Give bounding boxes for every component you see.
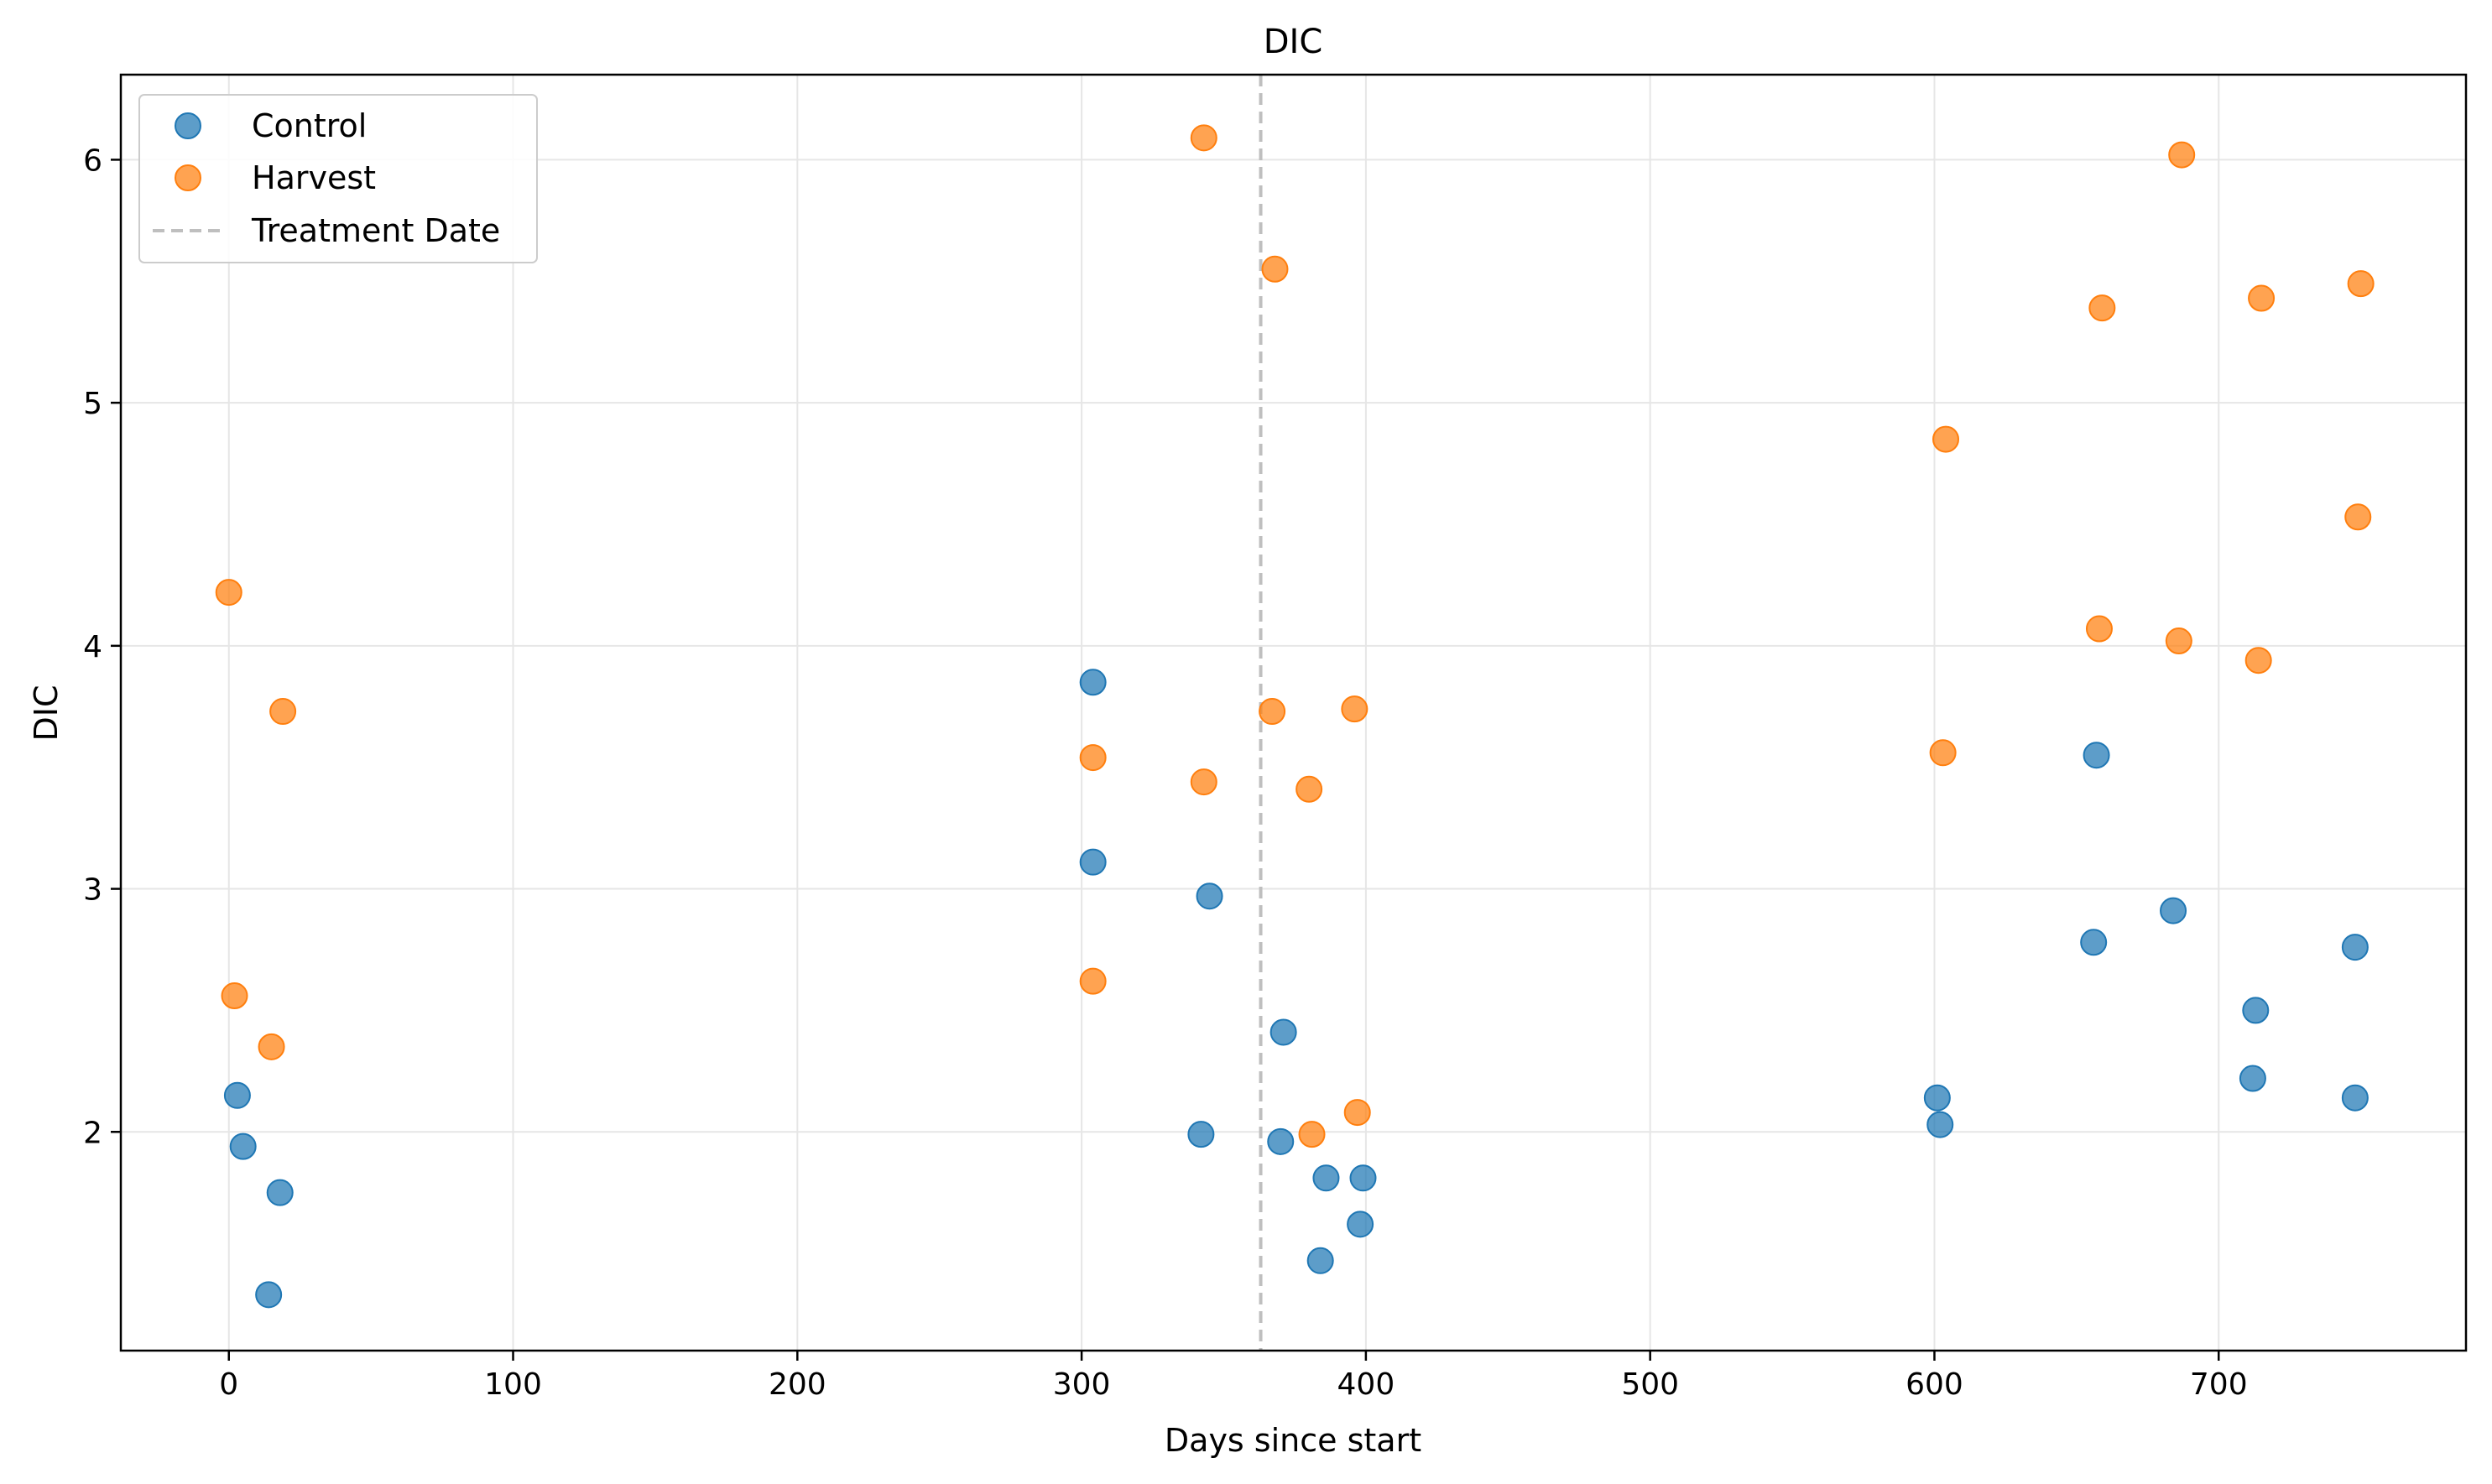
x-tick-label: 600 bbox=[1905, 1367, 1963, 1402]
harvest-point bbox=[258, 1033, 285, 1060]
data-points bbox=[215, 124, 2375, 1309]
legend-label-control: Control bbox=[252, 107, 367, 144]
harvest-point bbox=[2168, 141, 2196, 169]
legend-marker-harvest bbox=[175, 164, 201, 191]
control-point bbox=[1267, 1127, 1295, 1155]
x-tick-label: 100 bbox=[484, 1367, 542, 1402]
harvest-point bbox=[215, 579, 242, 607]
control-point bbox=[1079, 848, 1107, 876]
control-point bbox=[1187, 1121, 1215, 1148]
axis-ticks: 0 100 200 300 400 500 600 700 2 3 4 5 6 bbox=[83, 143, 2248, 1402]
x-tick-label: 300 bbox=[1053, 1367, 1111, 1402]
legend-label-harvest: Harvest bbox=[252, 159, 376, 196]
harvest-point bbox=[221, 982, 248, 1010]
control-point bbox=[2080, 929, 2108, 956]
control-point bbox=[1079, 669, 1107, 696]
harvest-point bbox=[1343, 1099, 1371, 1127]
control-point bbox=[1347, 1211, 1374, 1238]
control-point bbox=[1926, 1111, 1954, 1138]
control-point bbox=[1923, 1084, 1951, 1112]
x-tick-label: 0 bbox=[219, 1367, 238, 1402]
control-point bbox=[2160, 897, 2187, 924]
harvest-point bbox=[2165, 627, 2192, 655]
control-point bbox=[1196, 883, 1223, 910]
harvest-point bbox=[1261, 255, 1289, 283]
control-point bbox=[1269, 1018, 1297, 1046]
plot-frame bbox=[119, 73, 2468, 1352]
y-tick-label: 4 bbox=[83, 630, 102, 664]
legend: Control Harvest Treatment Date bbox=[138, 94, 538, 263]
control-point bbox=[229, 1133, 257, 1160]
harvest-point bbox=[2088, 294, 2116, 322]
harvest-point bbox=[1341, 695, 1369, 723]
harvest-point bbox=[2248, 284, 2276, 312]
harvest-point bbox=[2347, 270, 2375, 298]
harvest-point bbox=[2085, 615, 2113, 643]
control-point bbox=[2341, 934, 2369, 961]
legend-marker-control bbox=[175, 112, 201, 139]
control-point bbox=[1349, 1164, 1377, 1192]
y-tick-label: 6 bbox=[83, 143, 102, 178]
harvest-point bbox=[1259, 698, 1286, 726]
x-tick-label: 400 bbox=[1337, 1367, 1395, 1402]
y-tick-label: 3 bbox=[83, 873, 102, 908]
harvest-point bbox=[1298, 1121, 1326, 1148]
harvest-point bbox=[1929, 739, 1957, 767]
control-point bbox=[266, 1179, 294, 1206]
harvest-point bbox=[269, 698, 297, 726]
x-axis-label: Days since start bbox=[1165, 1422, 1421, 1459]
harvest-point bbox=[1079, 967, 1107, 995]
harvest-point bbox=[2344, 503, 2372, 531]
y-tick-label: 2 bbox=[83, 1116, 102, 1150]
y-tick-label: 5 bbox=[83, 387, 102, 421]
harvest-point bbox=[2244, 647, 2272, 674]
harvest-point bbox=[1296, 775, 1323, 803]
legend-box bbox=[138, 94, 538, 263]
control-point bbox=[1306, 1247, 1334, 1274]
harvest-point bbox=[1932, 425, 1960, 453]
grid-lines bbox=[121, 75, 2466, 1351]
legend-label-treatment-date: Treatment Date bbox=[251, 212, 500, 249]
harvest-point bbox=[1190, 768, 1217, 796]
control-point bbox=[2341, 1084, 2369, 1112]
y-axis-label: DIC bbox=[28, 685, 65, 741]
chart-title: DIC bbox=[1264, 23, 1323, 61]
x-tick-label: 700 bbox=[2190, 1367, 2248, 1402]
control-point bbox=[255, 1281, 283, 1309]
harvest-point bbox=[1190, 124, 1217, 152]
control-point bbox=[1312, 1164, 1340, 1192]
control-point bbox=[2242, 997, 2270, 1024]
control-point bbox=[2239, 1065, 2266, 1092]
control-point bbox=[223, 1081, 251, 1109]
control-point bbox=[2083, 742, 2110, 769]
x-tick-label: 500 bbox=[1621, 1367, 1679, 1402]
x-tick-label: 200 bbox=[769, 1367, 826, 1402]
harvest-point bbox=[1079, 744, 1107, 772]
